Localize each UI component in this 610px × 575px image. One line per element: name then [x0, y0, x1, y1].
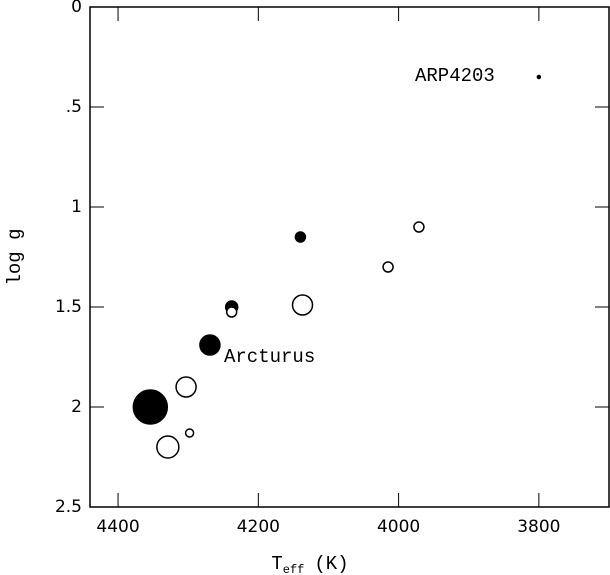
- point: [291, 294, 314, 316]
- annotation: Arcturus: [224, 346, 315, 368]
- point: [225, 306, 238, 318]
- point: [413, 221, 425, 233]
- x-label-unit: (K): [314, 553, 348, 575]
- point: [184, 428, 195, 438]
- point: [175, 376, 197, 398]
- y-tick-label: 1.5: [55, 297, 82, 317]
- point: [199, 334, 221, 356]
- y-tick-label: 1: [71, 197, 82, 217]
- y-tick-label: 2: [71, 397, 82, 417]
- y-tick-label: 2.5: [55, 497, 82, 517]
- plot-frame: [89, 6, 610, 508]
- x-tick-label: 4000: [377, 517, 420, 537]
- x-tick-label: 4200: [237, 517, 280, 537]
- x-label-main: T: [271, 553, 282, 575]
- point: [132, 389, 169, 425]
- annotation: ARP4203: [415, 65, 495, 87]
- point: [294, 231, 307, 243]
- y-axis-label: log g: [4, 228, 26, 285]
- y-tick-label: 0: [71, 0, 82, 17]
- x-tick-label: 3800: [517, 517, 560, 537]
- point: [382, 261, 394, 273]
- x-axis-label: Teff (K): [271, 553, 348, 575]
- x-tick-label: 4400: [96, 517, 139, 537]
- y-tick-label: .5: [66, 97, 82, 117]
- x-label-sub: eff: [283, 563, 305, 575]
- point: [156, 435, 180, 459]
- point: [536, 74, 542, 80]
